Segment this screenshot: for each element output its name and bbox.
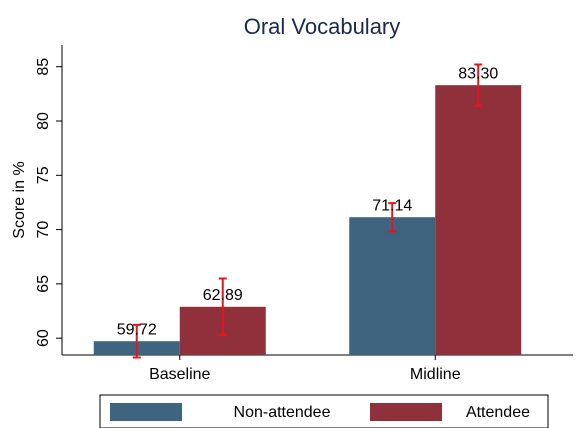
error-bar xyxy=(474,63,483,107)
y-tick-label: 80 xyxy=(35,112,52,130)
legend-swatch xyxy=(370,403,442,421)
error-bar xyxy=(218,277,227,337)
x-tick-label: Midline xyxy=(410,366,461,383)
y-tick-label: 70 xyxy=(35,221,52,239)
y-tick-label: 60 xyxy=(35,329,52,347)
legend-label: Attendee xyxy=(466,404,530,421)
data-label: 83.30 xyxy=(458,65,498,82)
y-axis-label: Score in % xyxy=(11,161,28,238)
error-bar xyxy=(388,202,397,233)
y-tick-label: 85 xyxy=(35,58,52,76)
bar xyxy=(349,217,436,355)
legend-swatch xyxy=(110,403,182,421)
legend-label: Non-attendee xyxy=(234,404,331,421)
x-tick-label: Baseline xyxy=(149,366,210,383)
data-label: 59.72 xyxy=(117,321,157,338)
y-tick-label: 65 xyxy=(35,275,52,293)
data-label: 71.14 xyxy=(372,197,412,214)
chart-title: Oral Vocabulary xyxy=(244,14,401,39)
error-bar xyxy=(132,323,141,359)
y-tick-label: 75 xyxy=(35,166,52,184)
data-label: 62.89 xyxy=(203,287,243,304)
bar xyxy=(435,85,522,355)
